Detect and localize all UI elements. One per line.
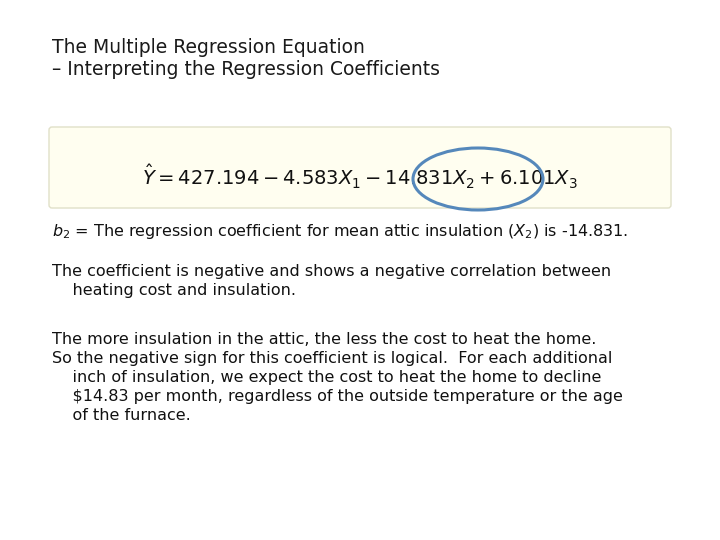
Text: of the furnace.: of the furnace.	[52, 408, 191, 423]
Text: The Multiple Regression Equation: The Multiple Regression Equation	[52, 38, 365, 57]
Text: The more insulation in the attic, the less the cost to heat the home.: The more insulation in the attic, the le…	[52, 332, 596, 347]
Text: So the negative sign for this coefficient is logical.  For each additional: So the negative sign for this coefficien…	[52, 351, 613, 366]
Text: $14.83 per month, regardless of the outside temperature or the age: $14.83 per month, regardless of the outs…	[52, 389, 623, 404]
Text: heating cost and insulation.: heating cost and insulation.	[52, 283, 296, 298]
Text: The coefficient is negative and shows a negative correlation between: The coefficient is negative and shows a …	[52, 264, 611, 279]
FancyBboxPatch shape	[49, 127, 671, 208]
Text: $b_2$ = The regression coefficient for mean attic insulation ($X_2$) is -14.831.: $b_2$ = The regression coefficient for m…	[52, 222, 628, 241]
Text: $\hat{Y} = 427.194 - 4.583X_1 - 14.831X_2 + 6.101X_3$: $\hat{Y} = 427.194 - 4.583X_1 - 14.831X_…	[142, 163, 578, 191]
Text: – Interpreting the Regression Coefficients: – Interpreting the Regression Coefficien…	[52, 60, 440, 79]
Text: inch of insulation, we expect the cost to heat the home to decline: inch of insulation, we expect the cost t…	[52, 370, 601, 385]
